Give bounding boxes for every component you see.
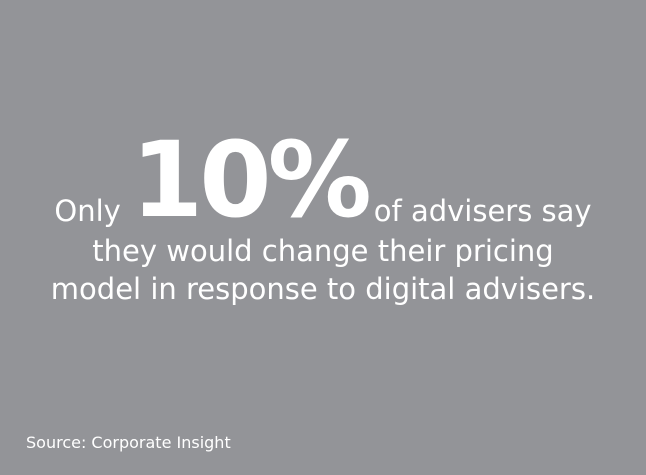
stat-statement: Only10% of advisers say they would change… <box>0 128 646 308</box>
stat-prefix: Only <box>54 194 121 228</box>
stat-line-1: Only10% of advisers say <box>0 128 646 232</box>
stat-line-3: model in response to digital advisers. <box>50 272 596 306</box>
stat-value: 10% <box>130 119 372 241</box>
source-caption: Source: Corporate Insight <box>26 433 231 452</box>
stat-suffix: of advisers say <box>373 194 592 228</box>
stat-line-2: they would change their pricing <box>92 234 554 268</box>
